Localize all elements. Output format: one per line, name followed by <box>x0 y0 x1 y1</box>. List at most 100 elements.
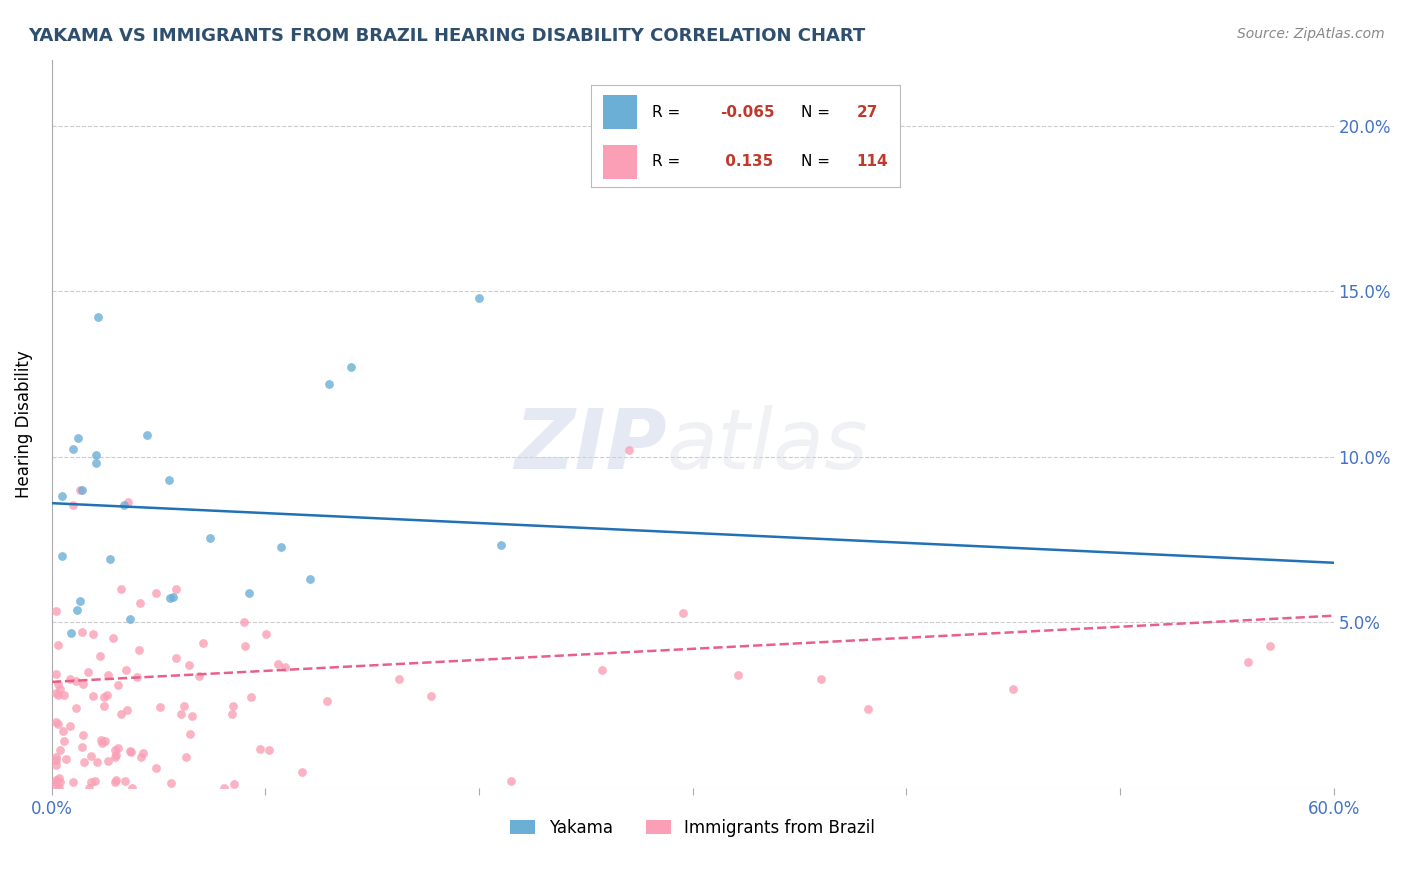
Point <box>129 596 152 610</box>
Point <box>45 753 67 767</box>
Point <box>84 456 107 470</box>
Point <box>145 761 167 775</box>
Point <box>489 538 512 552</box>
Point <box>45 686 67 700</box>
Point <box>233 615 256 629</box>
Point <box>46 688 69 702</box>
Point <box>45 778 67 792</box>
Point <box>94 733 117 747</box>
Point <box>672 607 695 621</box>
Point <box>72 483 94 497</box>
Point <box>238 586 260 600</box>
Point <box>727 667 749 681</box>
Point <box>136 428 159 442</box>
Point <box>131 746 153 760</box>
Point <box>162 591 184 605</box>
Point <box>86 756 108 770</box>
Point <box>105 773 128 788</box>
Point <box>165 582 187 597</box>
Text: 114: 114 <box>856 154 889 169</box>
Point <box>73 756 96 770</box>
Text: -0.065: -0.065 <box>720 105 775 120</box>
Legend: Yakama, Immigrants from Brazil: Yakama, Immigrants from Brazil <box>502 810 883 845</box>
Point <box>45 714 67 729</box>
Point <box>117 495 139 509</box>
Point <box>80 749 103 764</box>
Point <box>125 670 148 684</box>
Point <box>240 690 263 704</box>
Point <box>650 136 672 150</box>
Text: Source: ZipAtlas.com: Source: ZipAtlas.com <box>1237 27 1385 41</box>
Point <box>856 702 879 716</box>
Point <box>340 360 363 375</box>
Point <box>45 666 67 681</box>
Point <box>101 632 124 646</box>
Point <box>69 483 91 497</box>
Point <box>149 699 172 714</box>
Point <box>84 773 107 788</box>
Point <box>110 582 132 596</box>
Point <box>129 749 152 764</box>
Point <box>72 728 94 742</box>
Point <box>617 443 640 458</box>
Point <box>1002 681 1025 696</box>
Point <box>69 593 91 607</box>
Point <box>591 664 613 678</box>
Text: N =: N = <box>801 154 835 169</box>
Text: R =: R = <box>652 105 686 120</box>
Y-axis label: Hearing Disability: Hearing Disability <box>15 350 32 498</box>
Point <box>48 681 70 696</box>
Point <box>121 780 143 795</box>
Point <box>118 744 141 758</box>
Point <box>72 677 94 691</box>
Point <box>82 689 104 703</box>
Point <box>254 627 277 641</box>
Point <box>104 774 127 789</box>
Point <box>66 432 89 446</box>
Point <box>45 775 67 789</box>
Point <box>51 489 73 503</box>
Point <box>45 604 67 618</box>
Point <box>501 774 523 789</box>
Point <box>1237 655 1260 669</box>
Point <box>97 755 120 769</box>
Point <box>77 780 100 795</box>
Point <box>165 651 187 665</box>
Point <box>48 780 70 795</box>
Point <box>82 626 104 640</box>
Text: ZIP: ZIP <box>515 405 666 486</box>
Point <box>98 552 121 566</box>
Point <box>221 699 243 714</box>
Point <box>160 776 183 790</box>
Point <box>49 775 72 789</box>
Point <box>112 498 135 512</box>
Text: 27: 27 <box>856 105 877 120</box>
Point <box>62 442 84 456</box>
Point <box>114 773 136 788</box>
Point <box>59 719 82 733</box>
Point <box>104 749 127 764</box>
Point <box>291 764 314 779</box>
Point <box>191 636 214 650</box>
Point <box>387 673 409 687</box>
Point <box>70 739 93 754</box>
Point <box>159 591 181 606</box>
Point <box>266 657 288 671</box>
Point <box>318 376 340 391</box>
Point <box>80 774 103 789</box>
Point <box>55 752 77 766</box>
Point <box>170 707 193 722</box>
Text: N =: N = <box>801 105 835 120</box>
Point <box>62 498 84 512</box>
Point <box>87 310 110 324</box>
Point <box>45 772 67 787</box>
Point <box>66 603 89 617</box>
Point <box>52 734 75 748</box>
Text: 0.135: 0.135 <box>720 154 773 169</box>
Point <box>419 690 441 704</box>
Point <box>298 572 321 586</box>
Point <box>316 693 339 707</box>
Point <box>93 690 115 704</box>
Point <box>65 674 87 689</box>
Point <box>176 750 198 764</box>
